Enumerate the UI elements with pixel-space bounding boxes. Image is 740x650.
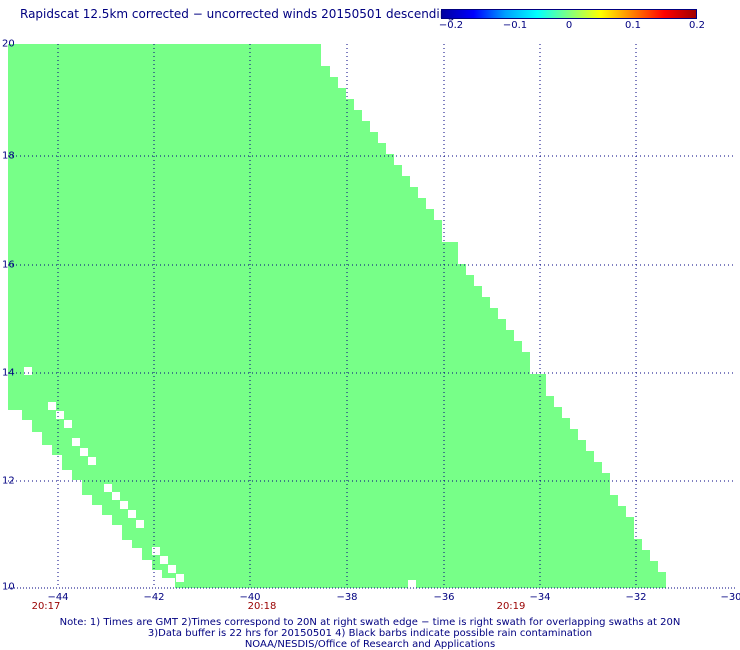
colorbar-tick: 0.2 [689, 20, 705, 31]
lat-label: 18 [2, 150, 15, 162]
coverage-gap [72, 480, 82, 588]
coverage-gap [102, 515, 112, 588]
missing-cell [72, 438, 80, 446]
lon-label: −32 [625, 592, 647, 603]
coverage-gap [112, 525, 122, 588]
lon-label: −36 [433, 592, 455, 603]
lon-label: −30 [720, 592, 740, 603]
missing-cell [104, 484, 112, 492]
missing-cell [152, 547, 160, 555]
note-line-3: NOAA/NESDIS/Office of Research and Appli… [244, 639, 496, 650]
lat-label: 14 [2, 367, 15, 379]
lon-label: −40 [239, 592, 261, 603]
coverage-gap [52, 455, 62, 588]
coverage-gap [142, 560, 152, 588]
coverage-gap [162, 578, 175, 588]
lat-label: 10 [2, 581, 15, 593]
colorbar-tick: −0.1 [502, 20, 528, 31]
coverage-gap [62, 470, 72, 588]
chart-title: Rapidscat 12.5km corrected − uncorrected… [20, 7, 455, 21]
missing-cell [160, 556, 168, 564]
time-label: 20:18 [247, 601, 277, 612]
lat-label: 16 [2, 259, 15, 271]
grid-lines [8, 44, 735, 589]
lat-label: 20 [2, 38, 15, 50]
time-label: 20:17 [31, 601, 61, 612]
coverage-gap [152, 570, 162, 588]
lon-label: −34 [529, 592, 551, 603]
time-label: 20:19 [496, 601, 526, 612]
missing-cell [408, 580, 416, 588]
lon-label: −38 [336, 592, 358, 603]
note-line-2: 3)Data buffer is 22 hrs for 20150501 4) … [147, 628, 593, 639]
coverage-gap [22, 420, 32, 588]
missing-cell [176, 574, 184, 582]
lon-label: −44 [47, 592, 69, 603]
missing-cell [136, 520, 144, 528]
colorbar-tick: 0.1 [625, 20, 641, 31]
coverage-gap [8, 410, 22, 588]
missing-cell [120, 501, 128, 509]
colorbar-tick: 0 [565, 20, 573, 31]
coverage-gap [42, 445, 52, 588]
missing-cell [56, 411, 64, 419]
missing-cell [80, 448, 88, 456]
swath-area [8, 44, 666, 588]
missing-cell [168, 565, 176, 573]
swath-coverage [8, 44, 666, 588]
missing-cell [112, 492, 120, 500]
coverage-gap [122, 540, 132, 588]
missing-cell [88, 457, 96, 465]
coverage-gap [32, 432, 42, 588]
missing-cell [128, 510, 136, 518]
missing-cell [64, 420, 72, 428]
colorbar-tick: −0.2 [438, 20, 464, 31]
note-line-1: Note: 1) Times are GMT 2)Times correspon… [59, 617, 681, 628]
missing-cell [48, 402, 56, 410]
lon-label: −42 [143, 592, 165, 603]
coverage-gap [82, 495, 92, 588]
coverage-gap [132, 548, 142, 588]
colorbar [441, 9, 697, 19]
coverage-gap [92, 505, 102, 588]
missing-cell [24, 367, 32, 375]
lat-label: 12 [2, 475, 15, 487]
